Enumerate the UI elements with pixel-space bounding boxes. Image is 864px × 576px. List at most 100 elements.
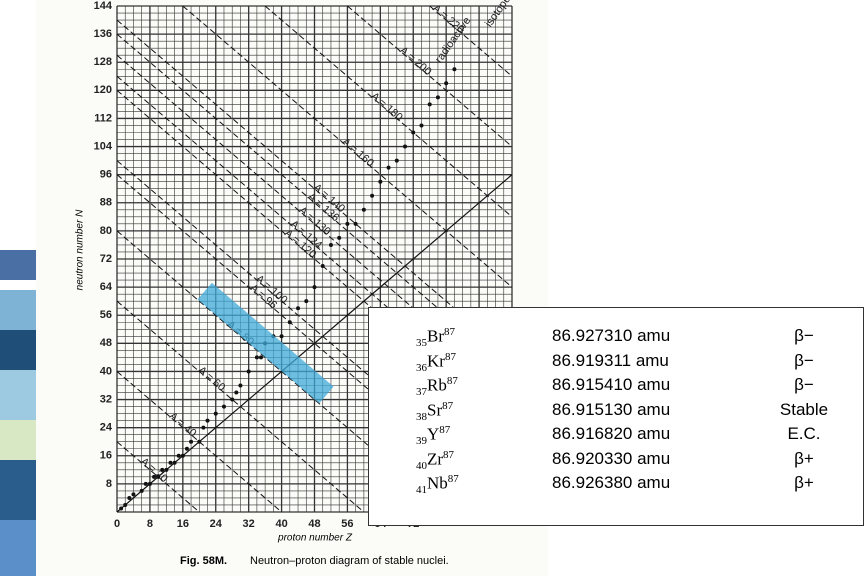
mass-line [429, 5, 513, 77]
y-tick-label: 88 [100, 197, 112, 209]
nucleus [201, 425, 206, 430]
y-tick-label: 64 [100, 281, 113, 293]
nucleus [361, 207, 366, 212]
y-tick-label: 120 [94, 84, 112, 96]
decay: β− [794, 326, 814, 345]
nucleus [168, 460, 173, 465]
nucleus [189, 439, 194, 444]
nucleus [164, 467, 169, 472]
table-row: 38Sr87 86.915130 amu Stable [369, 400, 863, 424]
nuclide: 40Zr87 [416, 449, 454, 472]
nucleus [259, 355, 264, 360]
x-tick-label: 24 [210, 518, 223, 530]
mass-number: 87 [444, 326, 455, 338]
y-tick-label: 8 [106, 478, 112, 490]
decay: Stable [779, 399, 829, 419]
nuclide: 35Br87 [416, 326, 455, 349]
y-tick-label: 72 [100, 253, 112, 265]
mass-line [347, 5, 513, 147]
symbol: Rb [427, 375, 447, 395]
nucleus [230, 397, 235, 402]
mass-number: 87 [447, 473, 459, 485]
mass-line [116, 19, 513, 358]
nuclide: 38Sr87 [416, 400, 453, 423]
mass: 86.919311 amu [552, 350, 669, 370]
mass-number: 87 [443, 448, 455, 461]
y-tick-label: 96 [100, 169, 112, 181]
mass: 86.926380 amu [552, 473, 671, 492]
nucleus [353, 221, 358, 226]
mass-line [182, 5, 513, 288]
nucleus [345, 221, 350, 226]
nucleus [304, 299, 309, 304]
nucleus [444, 81, 449, 86]
mass-line [116, 300, 365, 513]
nucleus [254, 355, 259, 360]
nucleus [205, 418, 210, 423]
nucleus [197, 439, 202, 444]
x-tick-label: 48 [308, 518, 320, 530]
nucleus [180, 453, 185, 458]
decor [0, 330, 36, 370]
decor [0, 420, 36, 460]
nucleus [152, 474, 157, 479]
nucleus [337, 235, 342, 240]
decor [0, 290, 36, 330]
atomic-number: 35 [416, 337, 427, 350]
y-tick-label: 32 [100, 393, 112, 405]
decay: β− [794, 375, 814, 394]
mass: 86.916820 amu [552, 424, 671, 443]
atomic-number: 37 [416, 386, 427, 399]
nucleus [123, 502, 128, 507]
decor [0, 370, 36, 420]
nucleus [312, 285, 317, 290]
nucleus [452, 67, 457, 72]
nucleus [156, 474, 161, 479]
caption-text: Neutron–proton diagram of stable nuclei. [250, 555, 449, 567]
decor [0, 520, 36, 576]
symbol: Br [427, 326, 444, 346]
nucleus [370, 193, 375, 198]
y-tick-label: 48 [100, 337, 112, 349]
nucleus [127, 495, 132, 500]
nucleus [435, 95, 440, 100]
mass: 86.915410 amu [552, 375, 671, 394]
mass-number: 87 [444, 350, 456, 363]
mass-number: 87 [446, 375, 458, 387]
x-axis-label: proton number Z [277, 533, 353, 544]
x-tick-label: 56 [341, 518, 353, 530]
atomic-number: 38 [416, 410, 427, 423]
nucleus [419, 123, 424, 128]
nucleus [160, 467, 165, 472]
atomic-number: 36 [416, 361, 427, 374]
mass: 86.927310 amu [552, 326, 671, 345]
y-tick-label: 80 [100, 225, 112, 237]
x-tick-label: 40 [275, 518, 287, 530]
decay: E.C. [787, 424, 821, 443]
mass-number: 87 [442, 399, 454, 412]
nucleus [213, 411, 218, 416]
nuclide: 36Kr87 [416, 351, 456, 374]
y-tick-label: 136 [94, 28, 112, 40]
nucleus [279, 334, 284, 339]
decor [0, 460, 36, 520]
table-row: 40Zr87 86.920330 amu β+ [369, 449, 863, 473]
mass-number: 87 [439, 424, 451, 436]
table-row: 39Y87 86.916820 amu E.C. [369, 424, 863, 448]
table-row: 37Rb87 86.915410 amu β− [369, 375, 863, 399]
table-row: 35Br87 86.927310 amu β− [369, 326, 863, 350]
nucleus [403, 144, 408, 149]
nucleus [221, 404, 226, 409]
nucleus [246, 369, 251, 374]
decay: β+ [794, 473, 814, 492]
nucleus [320, 264, 325, 269]
symbol: Nb [427, 473, 448, 493]
symbol: Kr [427, 351, 445, 371]
nucleus [176, 453, 181, 458]
nucleus [378, 179, 383, 184]
nucleus [139, 488, 144, 493]
highlight [197, 282, 334, 404]
y-tick-label: 104 [94, 140, 113, 152]
nucleus [131, 492, 136, 497]
caption-label: Fig. 58M. [180, 555, 227, 567]
